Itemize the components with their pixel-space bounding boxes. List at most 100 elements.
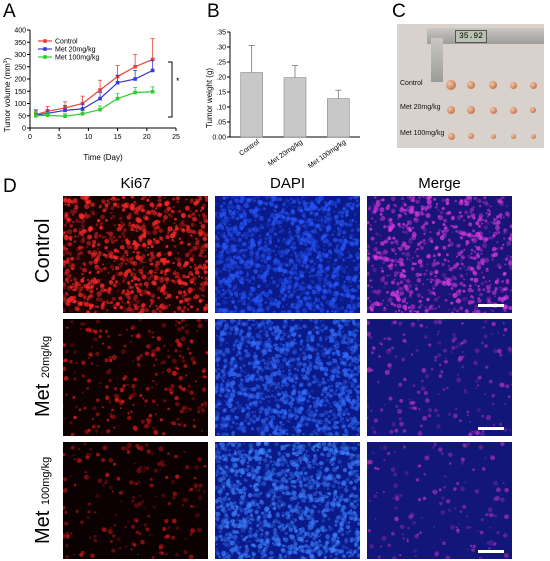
y-tick-label: .10 xyxy=(216,105,226,112)
x-tick-label: Met 20mg/kg xyxy=(267,139,304,168)
x-axis-label: Time (Day) xyxy=(83,153,123,162)
series-line xyxy=(35,69,153,116)
panel-label-a: A xyxy=(3,1,16,22)
panel-label-d: D xyxy=(3,176,17,197)
panel-label-b: B xyxy=(207,1,220,22)
bar xyxy=(283,77,307,138)
column-header-ki67: Ki67 xyxy=(120,175,151,192)
significance-star: * xyxy=(176,76,180,86)
tumor-sample xyxy=(446,80,456,90)
data-point xyxy=(80,107,85,111)
cell-texture xyxy=(63,196,208,313)
significance-bracket: * xyxy=(168,61,180,118)
caliper-display: 35.92 xyxy=(455,30,487,43)
micro-dapi-met20 xyxy=(215,319,360,436)
data-point xyxy=(34,113,38,118)
tumor-sample xyxy=(447,106,455,114)
bar xyxy=(240,72,263,138)
y-tick-label: 150 xyxy=(14,89,26,96)
legend-marker xyxy=(43,47,47,51)
bar xyxy=(327,98,350,138)
x-tick-label: 15 xyxy=(114,134,122,141)
micro-merge-control xyxy=(367,196,512,313)
tumor-sample xyxy=(468,133,474,139)
micro-dapi-met100 xyxy=(215,442,360,559)
scale-bar xyxy=(478,427,504,430)
tumor-sample xyxy=(509,106,517,114)
data-point xyxy=(133,77,137,81)
y-tick-label: .30 xyxy=(216,45,226,52)
data-point xyxy=(45,113,50,118)
data-point xyxy=(150,68,155,73)
data-point xyxy=(150,89,155,94)
tumor-sample xyxy=(490,133,496,139)
data-point xyxy=(98,107,102,112)
tumor-sample xyxy=(489,81,497,89)
row-label-control: Control xyxy=(32,218,54,283)
micro-merge-met20 xyxy=(367,319,512,436)
cell-texture xyxy=(215,319,360,436)
data-point xyxy=(80,101,85,106)
x-tick-label: 5 xyxy=(57,134,61,141)
data-point xyxy=(133,64,137,69)
y-tick-label: .35 xyxy=(216,30,226,37)
scale-bar xyxy=(478,550,504,553)
x-tick-label: 10 xyxy=(85,134,93,141)
micro-ki67-control xyxy=(63,196,208,313)
y-tick-label: 0.00 xyxy=(212,135,226,142)
cell-texture xyxy=(215,196,360,313)
cell-texture xyxy=(367,319,512,436)
y-tick-label: .15 xyxy=(216,90,226,97)
y-axis-label: Tumor volume (mm3) xyxy=(3,57,12,132)
tumor-sample xyxy=(530,133,536,139)
data-point xyxy=(98,96,102,101)
y-tick-label: 350 xyxy=(14,40,26,47)
y-tick-label: 200 xyxy=(14,77,26,84)
row-label-met20: Met 20mg/kg xyxy=(400,104,441,111)
tumor-sample xyxy=(509,81,517,89)
data-point xyxy=(63,108,67,113)
legend-label: Met 20mg/kg xyxy=(55,47,96,54)
tumor-sample xyxy=(467,81,475,89)
tumor-volume-line-chart: 0 50 100 150 200 250 300 350 400 0 5 10 15 20 25 Contr… xyxy=(3,28,180,163)
x-tick-label: 0 xyxy=(28,134,32,141)
data-point xyxy=(150,57,155,62)
legend-marker xyxy=(43,39,47,43)
cell-texture xyxy=(367,442,509,559)
y-tick-label: 400 xyxy=(14,28,26,35)
micro-dapi-control xyxy=(215,196,360,313)
tumor-sample xyxy=(510,133,516,139)
series-line xyxy=(35,58,153,116)
row-label-met100: Met 100mg/kg xyxy=(400,130,445,137)
y-tick-label: .20 xyxy=(216,75,226,82)
micro-ki67-met100 xyxy=(63,442,208,559)
column-header-dapi: DAPI xyxy=(269,175,305,192)
scale-bar xyxy=(478,304,504,307)
y-tick-label: 100 xyxy=(14,101,26,108)
row-label-met100: Met 100mg/kg xyxy=(32,456,54,544)
tumor-sample xyxy=(447,132,455,140)
y-axis-label: Tumor weight (g) xyxy=(205,68,214,129)
tumor-sample xyxy=(529,81,537,89)
cell-texture xyxy=(215,442,360,559)
data-point xyxy=(63,114,67,119)
tumor-weight-bar-chart: 0.00 .05 .10 .15 .20 .25 .30 .35 Control Met 20m… xyxy=(205,30,360,170)
y-tick-label: .25 xyxy=(216,60,226,67)
series-line xyxy=(35,91,153,117)
x-tick-label: 25 xyxy=(172,134,180,141)
micro-ki67-met20 xyxy=(63,319,208,436)
cell-texture xyxy=(63,319,208,436)
legend-marker xyxy=(43,55,47,59)
tumor-photo: 35.92 Control Met 20mg/kg Met 100mg/kg xyxy=(397,24,544,148)
cell-texture xyxy=(367,196,512,313)
x-tick-label: Control xyxy=(238,139,261,158)
y-tick-label: 300 xyxy=(14,52,26,59)
y-tick-label: .05 xyxy=(216,120,226,127)
cell-texture xyxy=(63,442,207,559)
x-tick-label: 20 xyxy=(143,134,151,141)
y-tick-label: 0 xyxy=(22,126,26,133)
tumor-sample xyxy=(530,107,536,113)
y-tick-label: 250 xyxy=(14,64,26,71)
column-header-merge: Merge xyxy=(418,175,461,192)
data-point xyxy=(115,96,120,101)
